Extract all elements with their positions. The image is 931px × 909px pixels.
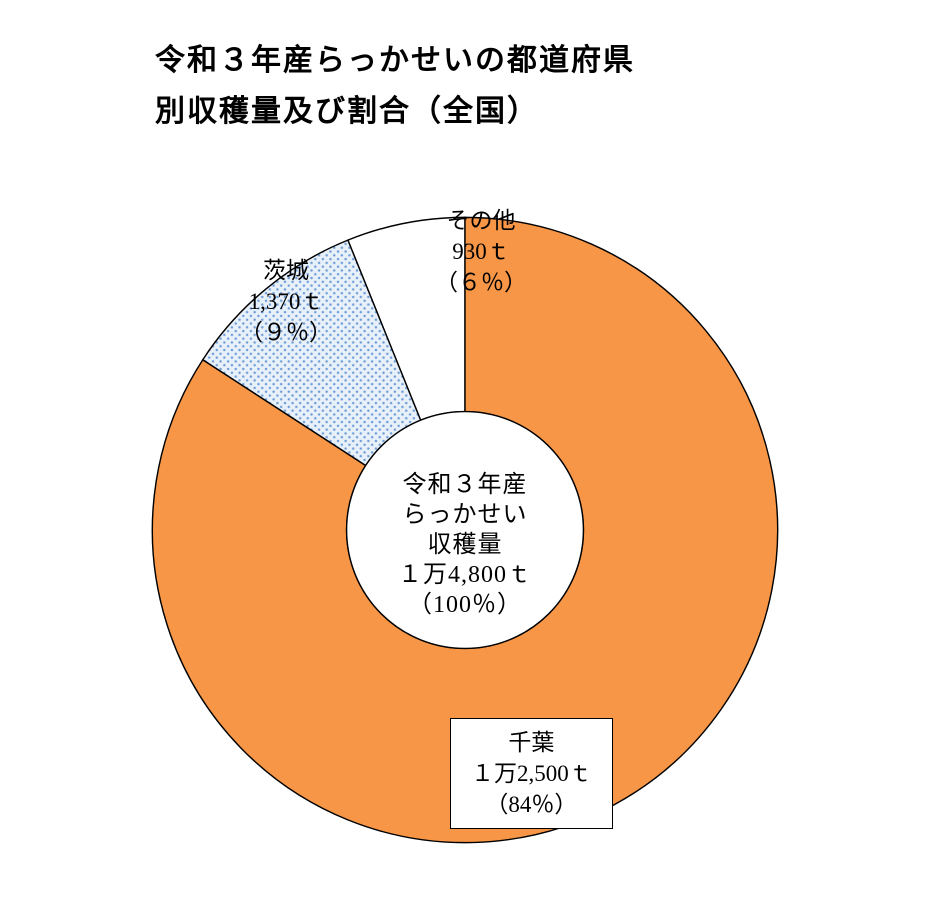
center-l1: 令和３年産 <box>403 472 528 498</box>
center-l4: １万4,800ｔ <box>398 562 532 588</box>
title-line-2: 別収穫量及び割合（全国） <box>155 95 539 128</box>
ibaraki-pct: （９％） <box>240 320 332 345</box>
chiba-pct: （84％） <box>485 792 577 817</box>
other-name: その他 <box>447 208 516 233</box>
center-label: 令和３年産 らっかせい 収穫量 １万4,800ｔ （100％） <box>360 470 570 620</box>
slice-label-chiba: 千葉 １万2,500ｔ （84％） <box>450 718 613 829</box>
ibaraki-name: 茨城 <box>263 258 309 283</box>
slice-label-other: その他 930ｔ （６％） <box>435 205 527 298</box>
chiba-value: １万2,500ｔ <box>471 761 592 786</box>
title-line-1: 令和３年産らっかせいの都道府県 <box>155 44 635 77</box>
slice-label-ibaraki: 茨城 1,370ｔ （９％） <box>240 255 332 348</box>
center-l5: （100％） <box>408 592 522 618</box>
chiba-name: 千葉 <box>508 730 554 755</box>
other-pct: （６％） <box>435 270 527 295</box>
other-value: 930ｔ <box>452 239 510 264</box>
ibaraki-value: 1,370ｔ <box>249 289 324 314</box>
donut-chart: その他 930ｔ （６％） 茨城 1,370ｔ （９％） 令和３年産 らっかせい… <box>85 170 845 890</box>
center-l2: らっかせい <box>403 502 528 528</box>
center-l3: 収穫量 <box>428 532 503 558</box>
chart-title: 令和３年産らっかせいの都道府県 別収穫量及び割合（全国） <box>155 35 635 137</box>
